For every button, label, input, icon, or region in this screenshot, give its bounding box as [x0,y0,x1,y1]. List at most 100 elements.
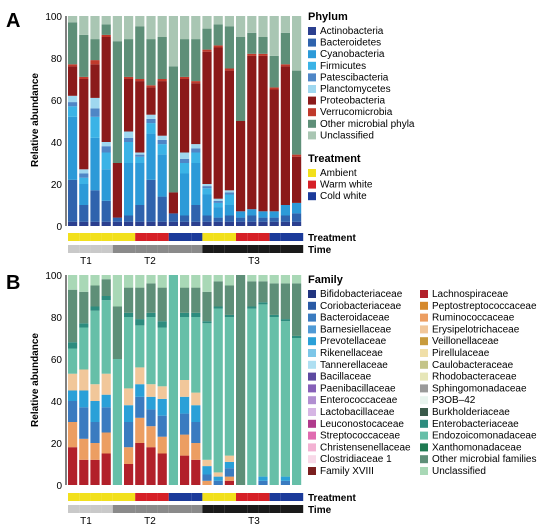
bar-segment [157,327,167,387]
bar-segment [191,81,201,84]
bar-segment [79,438,89,460]
legend-swatch [420,396,428,405]
y-tick-label: 80 [51,313,63,324]
legend-label: Enterobacteriaceae [432,419,519,430]
bar-segment [202,49,212,52]
y-tick-label: 100 [45,12,62,23]
bar-segment [202,221,212,226]
legend-label: Other microbial phyla [320,119,415,130]
treatment-cell [247,493,259,501]
bar-segment [124,447,134,464]
bar-segment [258,480,268,485]
bar-segment [168,66,178,193]
bar-segment [191,287,201,313]
bar-segment [202,275,212,292]
bar-segment [135,325,145,368]
legend-label: Christensenellaceae [320,442,411,453]
bar-segment [157,139,167,145]
bar-segment [90,16,100,40]
time-cell [247,245,259,253]
legend-label: Cold white [320,191,367,202]
legend-swatch [308,96,316,105]
bar-segment [101,296,111,301]
bar-segment [247,281,257,307]
legend-label: Tannerellaceae [320,360,388,371]
bar-segment [280,275,290,284]
bar-segment [157,79,167,82]
time-row-label-a: Time [308,245,332,256]
bar-segment [224,455,234,462]
bar-segment [79,184,89,205]
bar-segment [79,390,89,408]
y-tick-label: 60 [51,96,63,107]
legend-family-col2: LachnospiraceaePeptostreptococcaceaeRumi… [420,289,537,477]
treatment-cell [157,233,169,241]
bar-segment [191,422,201,443]
bar-segment [180,76,190,79]
time-cell [79,245,91,253]
bar-segment [90,422,100,443]
bar-segment [213,217,223,222]
legend-swatch [308,349,316,357]
bar-segment [269,217,279,222]
bar-segment [135,319,145,326]
bar-segment [213,45,223,48]
treatment-row-label-b: Treatment [308,493,356,504]
bar-segment [191,459,201,485]
bar-segment [213,202,223,208]
bar-segment [101,24,111,35]
bar-segment [168,213,178,222]
bar-segment [224,314,234,317]
bar-segment [157,135,167,140]
legend-swatch [308,443,316,452]
legend-swatch [420,431,428,440]
legend-swatch [308,467,316,475]
bar-segment [101,169,111,201]
bar-segment [191,205,201,222]
bar-segment [202,480,212,485]
bar-segment [224,221,234,226]
treatment-cell [280,233,292,241]
bar-segment [157,386,167,399]
treatment-cell [224,493,236,501]
bar-segment [269,16,279,56]
legend-swatch [308,131,316,140]
bar-segment [224,275,234,286]
bar-segment [79,221,89,226]
bar-segment [112,306,122,359]
legend-title-treatment: Treatment [308,153,361,165]
bar-segment [213,480,223,485]
legend-swatch [420,408,428,416]
bar-segment [180,79,190,153]
treatment-cell [236,493,248,501]
legend-swatch [308,61,316,70]
bar-segment [213,476,223,481]
treatment-cell [180,233,192,241]
bar-segment [247,275,257,282]
bar-segment [68,390,78,401]
bar-segment [202,186,212,189]
y-axis-label-b: Relative abundance [30,333,41,427]
bar-segment [180,380,190,397]
bar-segment [79,205,89,222]
bar-segment [280,319,290,322]
bar-segment [258,281,268,303]
legend-swatch [420,360,428,369]
treatment-cell [68,493,80,501]
bar-segment [146,39,156,86]
time-cell [202,245,214,253]
bar-segment [124,163,134,216]
bar-segment [146,312,156,317]
bar-segment [146,275,156,284]
legend-label: Cyanobacteria [320,49,385,60]
bar-segment [146,16,156,40]
bar-segment [292,154,302,157]
bar-segment [124,405,134,422]
legend-label: Rikenellaceae [320,348,383,359]
bar-segment [90,285,100,307]
bar-segment [90,108,100,117]
bar-segment [213,281,223,307]
bar-segment [90,384,100,401]
legend-label: Patescibacteria [320,72,389,83]
